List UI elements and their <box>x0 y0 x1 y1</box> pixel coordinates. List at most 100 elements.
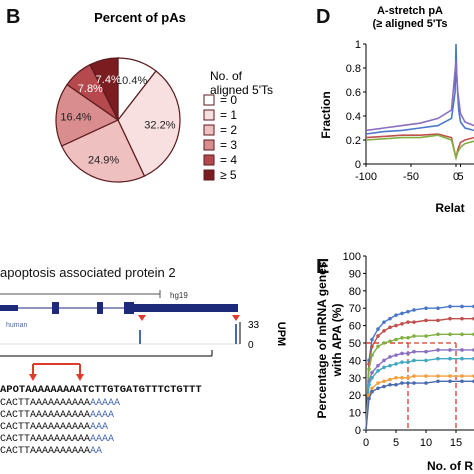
e-series-point-5-13 <box>460 374 464 378</box>
e-series-point-4-11 <box>436 356 440 361</box>
read-list: CACTTAAAAAAAAAAAAAAA CACTTAAAAAAAAAAAAAA… <box>0 398 120 458</box>
read-1: CACTTAAAAAAAAAAAAAAA <box>0 398 121 409</box>
e-x-axis-label: No. of R <box>427 459 473 473</box>
panel-b-letter: B <box>6 6 21 28</box>
e-series-point-2-5 <box>388 339 392 344</box>
e-series-point-0-4 <box>382 320 386 324</box>
e-y-tick-label-4: 40 <box>349 355 361 367</box>
d-series-line-2 <box>365 133 474 159</box>
e-series-point-3-2 <box>370 370 374 375</box>
d-y-tick-label-2: 0.4 <box>346 111 361 123</box>
d-series-line-1 <box>365 60 474 132</box>
e-series-point-2-13 <box>460 332 464 337</box>
e-series-point-2-1 <box>367 367 371 371</box>
read-4: CACTTAAAAAAAAAAAAAA <box>0 434 115 445</box>
d-lines <box>365 43 474 162</box>
e-series-point-4-8 <box>406 360 410 364</box>
d-series-line-0 <box>365 43 474 135</box>
d-y-tick-label-5: 1 <box>355 39 361 51</box>
pie-legend-label-3: = 3 <box>220 138 237 152</box>
e-series-point-6-2 <box>370 389 374 394</box>
e-series-point-5-10 <box>424 374 428 378</box>
e-series-point-6-7 <box>400 381 404 385</box>
e-series-point-0-6 <box>394 313 398 317</box>
e-series-point-6-6 <box>394 382 398 387</box>
panel-d-letter: D <box>316 6 331 28</box>
e-series-line-4 <box>365 357 474 431</box>
e-series-point-6-4 <box>382 384 386 389</box>
upm-max-label: 33 <box>248 320 260 331</box>
d-series-line-3 <box>365 134 474 162</box>
pie-legend-label-5: ≥ 5 <box>220 168 237 182</box>
e-series-point-5-4 <box>382 379 386 384</box>
e-series-point-2-12 <box>448 332 452 337</box>
pie-slice-label-1: 32.2% <box>144 120 175 132</box>
e-x-tick-label-3: 15 <box>450 437 462 449</box>
e-x-tick-label-2: 10 <box>420 437 432 449</box>
e-series-point-6-8 <box>406 381 410 385</box>
e-series-point-1-7 <box>400 322 404 326</box>
e-y-tick-label-0: 0 <box>355 425 361 437</box>
read-2: CACTTAAAAAAAAAAAAAA <box>0 410 115 421</box>
e-series-point-2-6 <box>394 337 398 342</box>
e-y-tick-label-5: 50 <box>349 338 361 350</box>
d-x-tick-label-0: -100 <box>355 171 377 183</box>
e-series-point-1-6 <box>394 323 398 328</box>
e-series-point-4-12 <box>448 356 452 361</box>
pie-slice-label-0: 10.4% <box>116 75 147 87</box>
e-y-tick-label-10: 100 <box>343 251 361 263</box>
d-y-tick-label-1: 0.2 <box>346 135 361 147</box>
e-series-point-3-9 <box>412 349 416 354</box>
e-series-point-2-4 <box>382 341 386 345</box>
d-y-tick-label-0: 0 <box>355 159 361 171</box>
e-series-point-0-13 <box>460 304 464 309</box>
e-series-point-3-4 <box>382 358 386 363</box>
e-series-point-6-1 <box>367 396 371 401</box>
upm-bar-2 <box>235 324 237 344</box>
exon-3 <box>97 302 103 314</box>
pie-legend-label-2: = 2 <box>220 123 237 137</box>
e-y-axis-label-line-2: with APA (%) <box>330 304 344 378</box>
e-series-point-6-3 <box>376 386 380 391</box>
exon-1 <box>0 305 18 311</box>
e-series-point-4-7 <box>400 360 404 364</box>
exon-5 <box>124 302 134 314</box>
pie-legend-title-0: No. of <box>210 69 243 83</box>
e-series-point-5-9 <box>412 374 416 378</box>
e-series-point-5-8 <box>406 376 410 380</box>
pie-legend-label-0: = 0 <box>220 93 237 107</box>
e-series-point-6-12 <box>448 379 452 384</box>
e-series-line-5 <box>365 375 474 431</box>
pie-slice-label-5: 7.4% <box>96 74 121 86</box>
d-x-tick-label-2: 0 <box>453 171 459 183</box>
genome-label: hg19 <box>170 291 188 300</box>
upm-bar-1 <box>139 330 141 344</box>
d-title-line-2: (≥ aligned 5'Ts <box>372 18 447 30</box>
e-series-point-3-6 <box>394 353 398 357</box>
e-series-point-2-2 <box>370 353 374 357</box>
genome-track: hg19 human 33 0 UPM <box>0 290 287 357</box>
e-series-point-0-12 <box>448 304 452 309</box>
e-series-point-0-3 <box>376 327 380 331</box>
read-3: CACTTAAAAAAAAAAAAA <box>0 422 109 433</box>
pa-marker-2 <box>232 315 240 321</box>
pie-legend-label-4: = 4 <box>220 153 237 167</box>
e-series-point-0-9 <box>412 308 416 312</box>
e-y-tick-label-3: 30 <box>349 373 361 385</box>
e-series-point-1-4 <box>382 329 386 333</box>
pie-slice-label-2: 24.9% <box>88 155 119 167</box>
e-series-point-2-7 <box>400 335 404 340</box>
e-series-point-0-10 <box>424 306 428 310</box>
e-series-point-1-10 <box>424 318 428 323</box>
pie-slices <box>55 57 181 183</box>
e-series-point-3-5 <box>388 355 392 359</box>
a-stretch-arrow <box>29 363 84 381</box>
e-series-point-3-12 <box>448 348 452 352</box>
pie-title: Percent of pAs <box>94 10 186 25</box>
e-series-point-4-3 <box>376 369 380 373</box>
pie-slice-3 <box>55 83 120 147</box>
e-series-point-3-13 <box>460 348 464 352</box>
e-series-point-5-3 <box>376 381 380 385</box>
pie-chart-b: Percent of pAs 10.4% 32.2% 24.9% 16.4% 7.8%7… <box>55 10 273 183</box>
